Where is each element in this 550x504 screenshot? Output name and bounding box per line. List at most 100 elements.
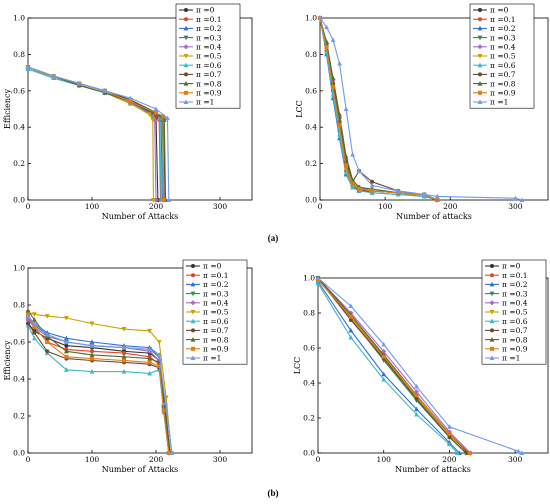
legend-marker xyxy=(190,281,196,287)
data-point xyxy=(348,314,353,319)
series-8 xyxy=(25,64,168,202)
data-point xyxy=(32,335,37,341)
legend-marker xyxy=(490,328,494,333)
data-point xyxy=(447,435,452,440)
series-6 xyxy=(315,280,460,455)
data-point xyxy=(356,168,362,173)
y-axis-label: LCC xyxy=(293,357,302,375)
data-point xyxy=(25,317,31,323)
legend-marker xyxy=(478,72,482,77)
legend-marker xyxy=(190,310,196,315)
legend-entry: π =0.5 xyxy=(502,308,528,317)
y-tick-label: 0.6 xyxy=(305,86,317,95)
legend-marker xyxy=(183,62,189,68)
data-point xyxy=(169,450,175,455)
series-10 xyxy=(25,313,175,455)
data-point xyxy=(330,37,336,42)
y-tick-label: 1.0 xyxy=(13,14,25,23)
y-tick-label: 0.0 xyxy=(305,196,317,205)
legend-entry: π =0.8 xyxy=(490,79,516,88)
x-tick-label: 300 xyxy=(508,455,523,464)
data-point xyxy=(76,80,82,86)
x-tick-label: 100 xyxy=(377,455,392,464)
x-axis-label: Number of attacks xyxy=(396,212,472,221)
y-axis-label: Efficiency xyxy=(3,340,12,380)
y-tick-label: 0.4 xyxy=(13,123,25,132)
y-tick-label: 0.8 xyxy=(305,50,317,59)
data-point xyxy=(324,45,329,50)
x-tick-label: 0 xyxy=(316,455,321,464)
data-point xyxy=(324,24,329,30)
data-point xyxy=(89,369,95,374)
legend-entry: π =0.5 xyxy=(203,308,229,317)
data-point xyxy=(122,351,126,356)
data-point xyxy=(315,280,321,286)
legend-marker xyxy=(489,355,495,360)
series-line xyxy=(27,319,170,454)
legend-entry: π =0.1 xyxy=(203,271,229,280)
data-point xyxy=(157,115,163,121)
data-point xyxy=(161,198,166,202)
data-point xyxy=(348,334,354,340)
data-point xyxy=(467,451,472,455)
series-0 xyxy=(26,65,160,202)
y-tick-label: 0.6 xyxy=(303,344,315,353)
legend-marker xyxy=(190,291,196,297)
legend-marker xyxy=(478,17,482,22)
legend-entry: π =0.1 xyxy=(490,15,516,24)
x-tick-label: 200 xyxy=(149,455,164,464)
data-point xyxy=(166,451,171,455)
x-tick-label: 300 xyxy=(213,202,228,211)
series-line xyxy=(27,311,172,454)
data-point xyxy=(156,352,162,357)
legend-entry: π =0.8 xyxy=(502,335,528,344)
legend-entry: π =0.7 xyxy=(196,70,222,79)
data-point xyxy=(369,182,375,188)
data-point xyxy=(337,123,342,128)
y-axis-label: Efficiency xyxy=(3,89,12,129)
series-6 xyxy=(25,66,164,202)
data-point xyxy=(51,73,56,79)
y-axis-label: LCC xyxy=(295,100,304,118)
legend-marker xyxy=(478,8,482,12)
data-point xyxy=(447,424,452,429)
legend-marker xyxy=(489,300,495,306)
data-point xyxy=(516,448,521,454)
x-tick-label: 0 xyxy=(318,202,323,211)
legend-entry: π =0.7 xyxy=(203,326,229,335)
x-tick-label: 300 xyxy=(508,202,523,211)
legend-entry: π =0.1 xyxy=(196,15,222,24)
charts-container: 0.0 0.2 0.4 0.6 0.8 1.0 0 100 200 300 Number of At… xyxy=(3,3,549,474)
data-point xyxy=(315,275,321,280)
legend-marker xyxy=(184,8,188,12)
legend-marker xyxy=(183,44,189,50)
series-5 xyxy=(25,65,156,203)
legend-entry: π =0.9 xyxy=(502,345,528,354)
legend: π =0π =0.1π =0.2π =0.3π =0.4π =0.5π =0.6… xyxy=(182,259,248,365)
data-point xyxy=(317,15,323,20)
legend-entry: π =0.6 xyxy=(490,61,516,70)
data-point xyxy=(150,117,156,123)
series-line xyxy=(27,314,170,454)
data-point xyxy=(121,369,127,374)
legend-marker xyxy=(184,90,188,95)
data-point xyxy=(344,163,349,168)
data-point xyxy=(26,321,30,326)
y-tick-label: 0.6 xyxy=(13,338,25,347)
x-tick-label: 200 xyxy=(443,202,458,211)
legend-entry: π =0 xyxy=(502,262,521,271)
y-tick-label: 0.2 xyxy=(305,159,317,168)
data-point xyxy=(343,106,349,111)
series-4 xyxy=(25,64,159,203)
legend-marker xyxy=(184,17,188,22)
data-point xyxy=(64,348,69,354)
data-point xyxy=(153,106,159,111)
data-point xyxy=(381,341,387,347)
legend-entry: π =0.9 xyxy=(196,89,222,98)
legend-marker xyxy=(191,264,195,268)
data-point xyxy=(337,60,342,66)
legend-marker xyxy=(477,99,483,104)
legend-entry: π =0.9 xyxy=(490,89,516,98)
data-point xyxy=(447,441,452,447)
data-point xyxy=(414,406,419,412)
